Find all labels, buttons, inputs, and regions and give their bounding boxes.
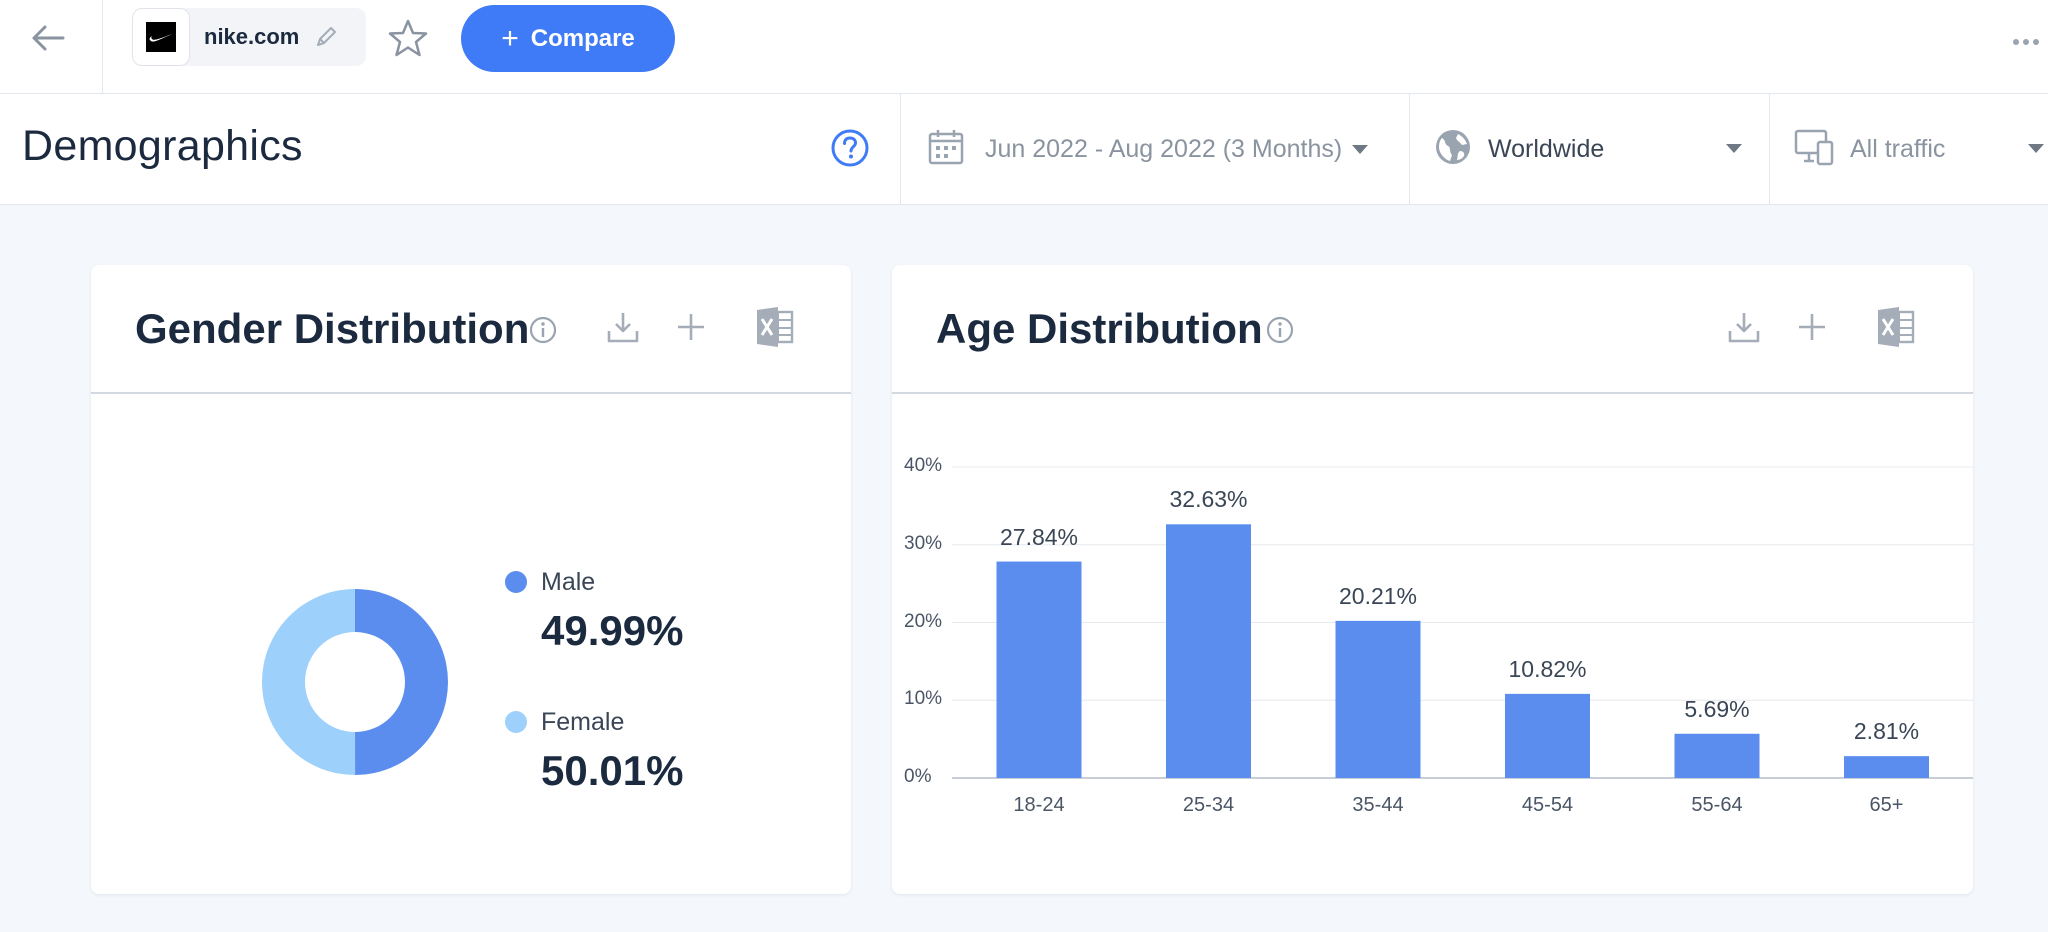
site-chip[interactable]: nike.com bbox=[132, 8, 366, 66]
top-divider bbox=[102, 0, 103, 94]
back-arrow-icon[interactable] bbox=[28, 18, 68, 58]
bar-value-label: 10.82% bbox=[1508, 655, 1587, 682]
bar-65+[interactable] bbox=[1844, 756, 1929, 778]
male-value: 49.99% bbox=[541, 607, 684, 654]
bar-25-34[interactable] bbox=[1166, 524, 1251, 778]
chevron-down-icon bbox=[1352, 145, 1369, 154]
x-tick-label: 45-54 bbox=[1521, 794, 1574, 816]
female-legend-dot bbox=[505, 711, 527, 733]
excel-export-icon[interactable] bbox=[1874, 305, 1918, 349]
bar-45-54[interactable] bbox=[1505, 693, 1590, 778]
gender-donut-chart bbox=[261, 589, 448, 775]
globe-icon bbox=[1434, 128, 1472, 171]
download-icon[interactable] bbox=[1722, 305, 1766, 349]
male-legend-dot bbox=[505, 571, 527, 593]
y-tick-label: 10% bbox=[904, 688, 943, 710]
male-label: Male bbox=[541, 568, 596, 596]
card-header: Age Distribution bbox=[892, 265, 1973, 394]
x-tick-label: 25-34 bbox=[1182, 794, 1235, 816]
traffic-filter[interactable]: All traffic bbox=[1769, 94, 2048, 205]
x-tick-label: 65+ bbox=[1869, 794, 1904, 816]
bar-55-64[interactable] bbox=[1674, 733, 1760, 778]
date-range-filter[interactable]: Jun 2022 - Aug 2022 (3 Months) bbox=[900, 94, 1409, 205]
sub-header: Demographics Jun 2022 - Aug 2022 (3 Mont… bbox=[0, 94, 2048, 205]
y-tick-label: 20% bbox=[904, 610, 943, 632]
more-options-icon[interactable] bbox=[2006, 30, 2046, 54]
devices-icon bbox=[1794, 128, 1834, 171]
bar-value-label: 5.69% bbox=[1684, 695, 1750, 722]
gender-distribution-card: Gender Distribution Male 49.99% Female 5… bbox=[91, 265, 851, 894]
bar-18-24[interactable] bbox=[996, 561, 1082, 778]
compare-button[interactable]: + Compare bbox=[461, 5, 675, 72]
y-tick-label: 0% bbox=[904, 766, 932, 787]
site-name: nike.com bbox=[204, 24, 300, 49]
bar-value-label: 27.84% bbox=[999, 523, 1078, 550]
download-icon[interactable] bbox=[601, 305, 645, 349]
plus-icon: + bbox=[501, 21, 519, 55]
info-icon[interactable] bbox=[1265, 315, 1295, 345]
help-question-icon[interactable] bbox=[830, 128, 870, 168]
page-title: Demographics bbox=[22, 122, 303, 170]
compare-label: Compare bbox=[530, 24, 635, 52]
add-plus-icon[interactable] bbox=[669, 305, 713, 349]
female-label: Female bbox=[541, 708, 625, 736]
calendar-icon bbox=[927, 128, 965, 171]
info-icon[interactable] bbox=[528, 315, 558, 345]
y-tick-label: 40% bbox=[904, 455, 943, 476]
pencil-edit-icon[interactable] bbox=[313, 24, 339, 50]
x-tick-label: 35-44 bbox=[1352, 794, 1404, 816]
donut-slice-male[interactable] bbox=[355, 589, 448, 775]
y-tick-label: 30% bbox=[904, 532, 943, 554]
x-tick-label: 18-24 bbox=[1013, 794, 1065, 816]
female-value: 50.01% bbox=[541, 747, 684, 794]
star-favorite-icon[interactable] bbox=[386, 16, 430, 60]
top-bar: nike.com + Compare bbox=[0, 0, 2048, 94]
x-tick-label: 55-64 bbox=[1691, 794, 1743, 816]
date-range-value: Jun 2022 - Aug 2022 (3 Months) bbox=[985, 135, 1343, 163]
age-bar-chart: 40% 30% 20% 10% 0% 27.84% 18-24 32.63% 25-34 20.2… bbox=[892, 265, 1973, 894]
traffic-value: All traffic bbox=[1850, 135, 1946, 163]
card-header: Gender Distribution bbox=[91, 265, 851, 394]
card-title: Age Distribution bbox=[936, 305, 1263, 352]
chevron-down-icon bbox=[2028, 144, 2044, 153]
region-filter[interactable]: Worldwide bbox=[1409, 94, 1769, 205]
excel-export-icon[interactable] bbox=[753, 305, 797, 349]
age-distribution-card: Age Distribution 40% 30% 20% 10% 0% 27.84% 18-… bbox=[892, 265, 1973, 894]
nike-favicon bbox=[132, 8, 190, 66]
donut-slice-female[interactable] bbox=[261, 589, 356, 775]
bar-value-label: 20.21% bbox=[1338, 582, 1417, 609]
bar-35-44[interactable] bbox=[1335, 620, 1421, 778]
bar-value-label: 2.81% bbox=[1853, 718, 1920, 745]
region-value: Worldwide bbox=[1488, 135, 1605, 163]
card-title: Gender Distribution bbox=[135, 305, 530, 352]
add-plus-icon[interactable] bbox=[1790, 305, 1834, 349]
age-chart-canvas bbox=[952, 466, 1973, 779]
chevron-down-icon bbox=[1726, 144, 1742, 153]
bar-value-label: 32.63% bbox=[1169, 486, 1248, 513]
